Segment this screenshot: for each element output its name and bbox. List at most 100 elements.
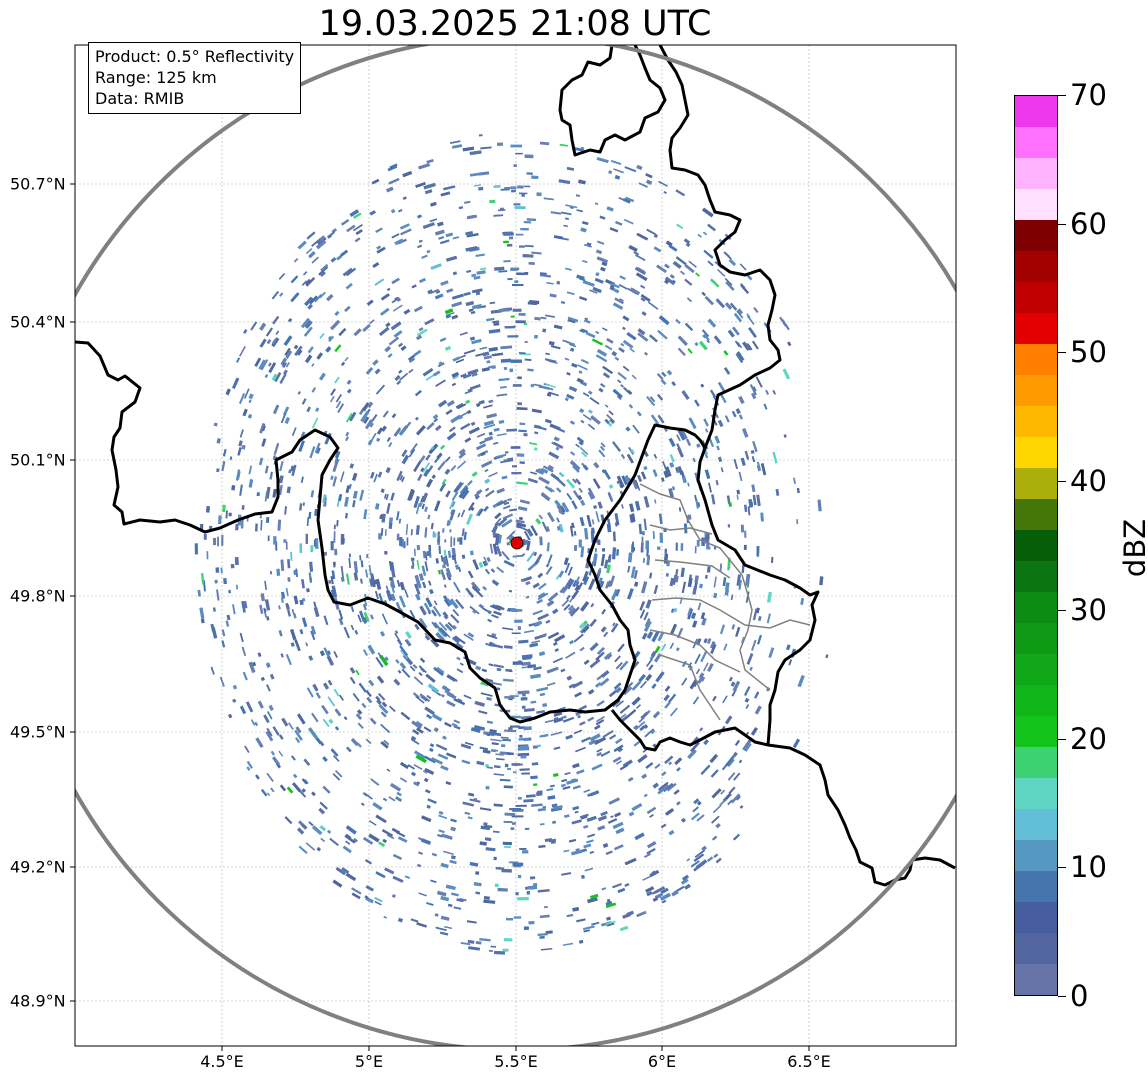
echo-cell — [471, 273, 477, 278]
echo-cell — [503, 240, 509, 244]
echo-cell — [449, 500, 455, 510]
echo-cell — [709, 278, 720, 288]
echo-cell — [542, 465, 554, 473]
echo-cell — [410, 918, 419, 923]
echo-cell — [566, 393, 575, 400]
echo-cell — [569, 460, 581, 471]
echo-cell — [524, 341, 528, 343]
echo-cell — [415, 754, 427, 764]
echo-cell — [754, 705, 762, 715]
echo-cell — [363, 416, 370, 424]
echo-cell — [504, 938, 513, 942]
echo-cell — [493, 773, 505, 776]
echo-cell — [519, 461, 525, 465]
echo-cell — [548, 838, 557, 843]
echo-cell — [696, 539, 700, 547]
echo-cell — [267, 535, 270, 542]
echo-cell — [531, 408, 542, 414]
echo-cell — [727, 559, 731, 571]
echo-cell — [254, 721, 259, 727]
echo-cell — [612, 388, 623, 399]
echo-cell — [571, 589, 580, 600]
echo-cell — [615, 522, 618, 527]
echo-cell — [306, 406, 311, 413]
echo-cell — [478, 400, 485, 405]
echo-cell — [418, 277, 426, 284]
echo-cell — [484, 678, 494, 683]
echo-cell — [352, 490, 358, 499]
echo-cell — [266, 727, 273, 737]
echo-cell — [280, 597, 284, 604]
echo-cell — [792, 738, 801, 749]
echo-cell — [600, 669, 610, 679]
echo-cell — [436, 666, 445, 674]
echo-cell — [334, 708, 342, 717]
echo-cell — [385, 322, 391, 328]
echo-cell — [647, 301, 659, 310]
echo-cell — [538, 385, 550, 390]
echo-cell — [410, 738, 420, 745]
echo-cell — [646, 179, 653, 185]
echo-cell — [401, 454, 410, 465]
echo-cell — [496, 499, 508, 507]
echo-cell — [301, 617, 308, 628]
echo-cell — [297, 240, 307, 250]
echo-cell — [700, 676, 706, 682]
echo-cell — [496, 667, 502, 672]
echo-cell — [380, 488, 385, 493]
echo-cell — [573, 531, 577, 536]
echo-cell — [589, 893, 599, 899]
echo-cell — [486, 634, 498, 640]
echo-cell — [560, 668, 566, 673]
echo-cell — [241, 444, 246, 450]
echo-cell — [287, 559, 291, 569]
echo-cell — [464, 811, 471, 815]
echo-cell — [529, 442, 538, 446]
echo-cell — [488, 365, 496, 369]
echo-cell — [573, 633, 584, 643]
echo-cell — [558, 472, 565, 478]
echo-cell — [673, 608, 678, 613]
echo-cell — [446, 674, 457, 682]
echo-cell — [579, 646, 585, 652]
echo-cell — [661, 899, 667, 904]
echo-cell — [632, 424, 640, 434]
echo-cell — [526, 891, 530, 895]
echo-cell — [787, 341, 792, 347]
echo-cell — [446, 400, 455, 407]
echo-cell — [750, 450, 755, 454]
echo-cell — [451, 314, 459, 320]
echo-cell — [498, 377, 510, 382]
echo-cell — [615, 760, 623, 765]
echo-cell — [466, 480, 473, 486]
echo-cell — [438, 621, 448, 631]
echo-cell — [413, 781, 420, 787]
echo-cell — [569, 347, 575, 352]
echo-cell — [724, 277, 733, 286]
echo-cell — [715, 298, 726, 309]
echo-cell — [328, 580, 332, 584]
echo-cell — [482, 749, 491, 754]
echo-cell — [363, 612, 370, 623]
echo-cell — [293, 595, 299, 605]
echo-cell — [492, 532, 498, 539]
echo-cell — [582, 413, 592, 421]
echo-cell — [344, 512, 348, 519]
echo-cell — [566, 371, 571, 376]
echo-cell — [701, 440, 706, 445]
echo-cell — [733, 312, 743, 323]
echo-cell — [232, 684, 238, 690]
echo-cell — [594, 681, 602, 688]
echo-cell — [538, 651, 546, 657]
echo-cell — [423, 368, 433, 377]
echo-cell — [506, 709, 511, 713]
echo-cell — [477, 508, 484, 517]
echo-cell — [603, 631, 609, 638]
echo-cell — [467, 632, 475, 638]
echo-cell — [421, 503, 425, 510]
echo-cell — [377, 652, 383, 659]
echo-cell — [636, 266, 646, 273]
echo-cell — [302, 271, 308, 276]
echo-cell — [510, 446, 521, 449]
echo-cell — [662, 782, 674, 793]
